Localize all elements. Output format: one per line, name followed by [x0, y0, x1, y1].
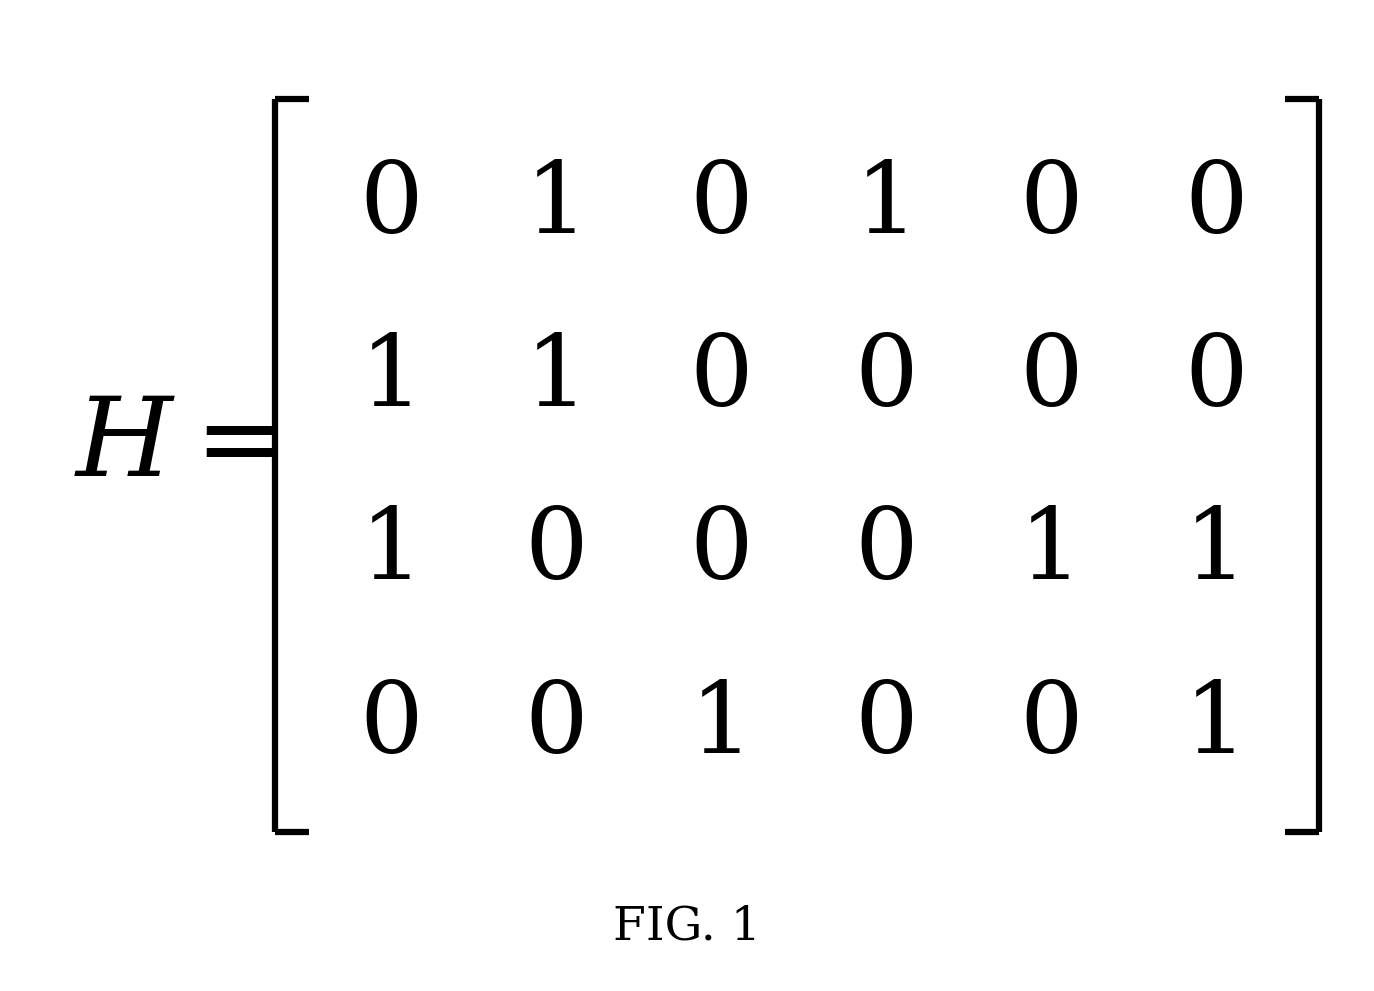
Text: 0: 0 — [360, 158, 423, 254]
Text: 0: 0 — [1020, 158, 1083, 254]
Text: 0: 0 — [1020, 331, 1083, 427]
Text: FIG. 1: FIG. 1 — [613, 904, 761, 949]
Text: 1: 1 — [360, 331, 423, 427]
Text: 1: 1 — [525, 158, 588, 254]
Text: 0: 0 — [1020, 678, 1083, 774]
Text: 0: 0 — [855, 678, 918, 774]
Text: 0: 0 — [525, 504, 588, 601]
Text: 1: 1 — [1184, 504, 1248, 601]
Text: 0: 0 — [690, 331, 753, 427]
Text: 1: 1 — [690, 678, 753, 774]
Text: 0: 0 — [1184, 158, 1248, 254]
Text: 0: 0 — [855, 331, 918, 427]
Text: 0: 0 — [855, 504, 918, 601]
Text: 1: 1 — [525, 331, 588, 427]
Text: 0: 0 — [690, 504, 753, 601]
Text: 0: 0 — [690, 158, 753, 254]
Text: =: = — [194, 392, 287, 499]
Text: 0: 0 — [360, 678, 423, 774]
Text: 1: 1 — [1184, 678, 1248, 774]
Text: 0: 0 — [1184, 331, 1248, 427]
Text: 1: 1 — [855, 158, 918, 254]
Text: 0: 0 — [525, 678, 588, 774]
Text: 1: 1 — [360, 504, 423, 601]
Text: 1: 1 — [1020, 504, 1083, 601]
Text: H: H — [76, 392, 172, 499]
